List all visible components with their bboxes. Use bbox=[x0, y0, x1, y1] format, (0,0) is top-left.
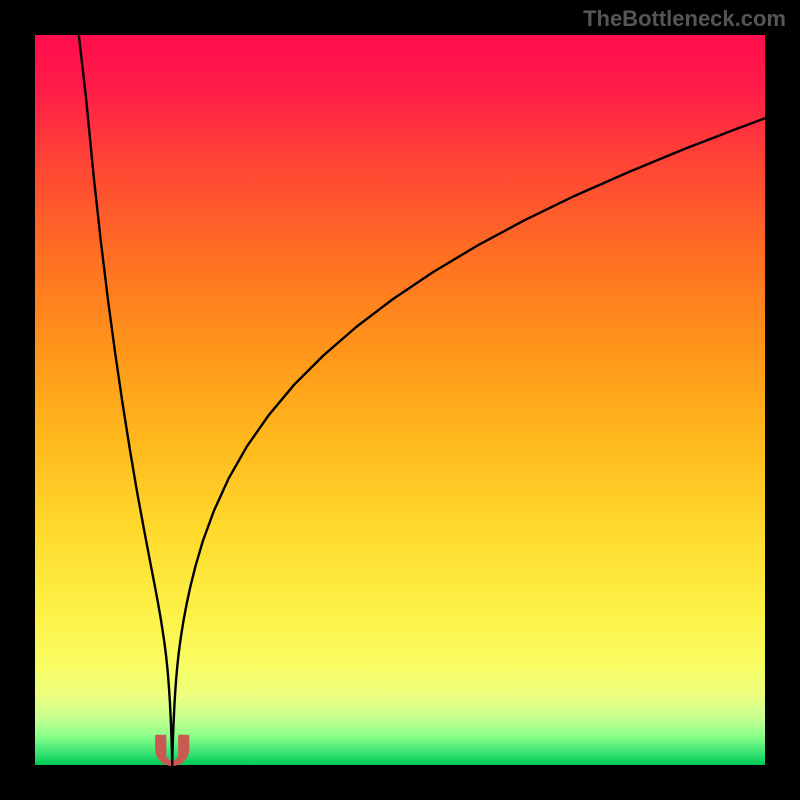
plot-background bbox=[35, 35, 765, 765]
watermark-text: TheBottleneck.com bbox=[583, 6, 786, 32]
chart-container: TheBottleneck.com bbox=[0, 0, 800, 800]
bottleneck-chart bbox=[0, 0, 800, 800]
